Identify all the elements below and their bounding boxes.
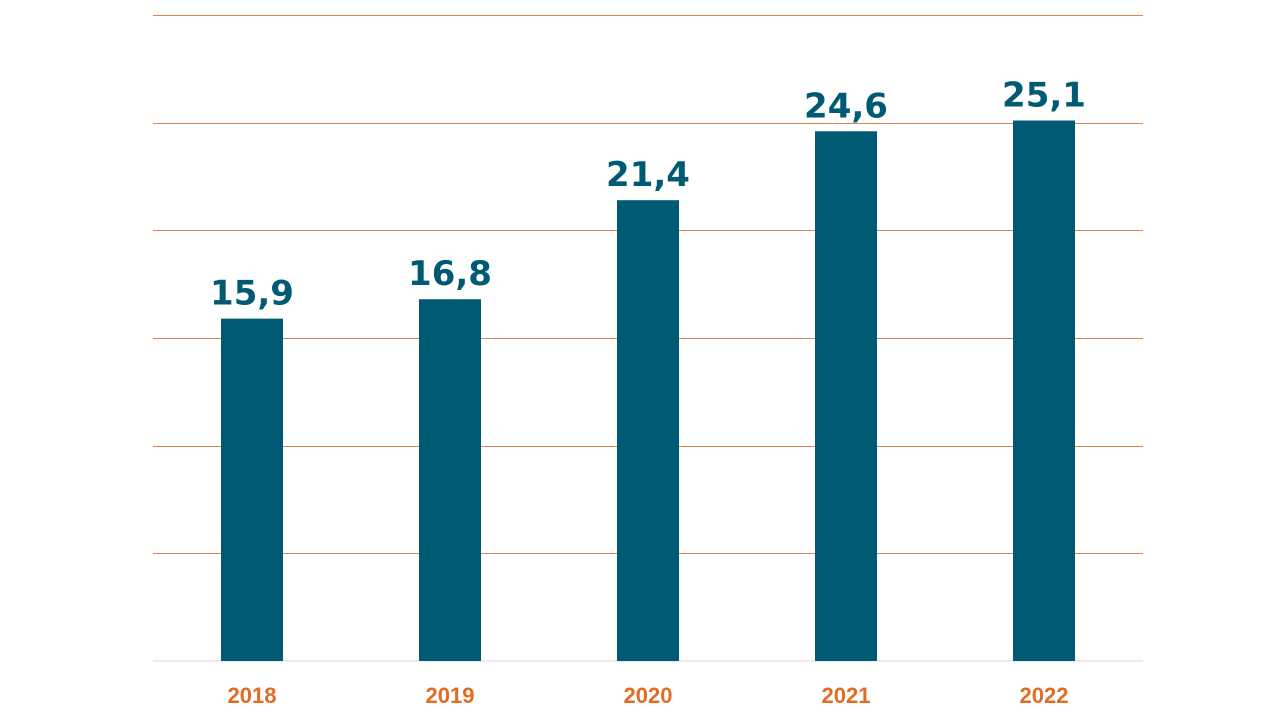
value-label-2018: 15,9: [210, 274, 294, 314]
bars: [221, 120, 1075, 662]
category-label-2022: 2022: [1020, 683, 1069, 708]
value-label-2019: 16,8: [408, 254, 492, 294]
bar-2020: [617, 200, 679, 662]
bar-2021: [815, 131, 877, 661]
bar-2018: [221, 318, 283, 661]
value-label-2020: 21,4: [606, 155, 690, 195]
category-label-2018: 2018: [228, 683, 277, 708]
category-label-2020: 2020: [624, 683, 673, 708]
bar-2022: [1013, 120, 1075, 662]
category-label-2019: 2019: [426, 683, 475, 708]
value-label-2021: 24,6: [804, 86, 888, 126]
value-labels: 15,9 16,8 21,4 24,6 25,1: [210, 76, 1086, 314]
bar-2019: [419, 299, 481, 661]
category-label-2021: 2021: [822, 683, 871, 708]
category-labels: 2018 2019 2020 2021 2022: [228, 683, 1069, 708]
value-label-2022: 25,1: [1002, 76, 1086, 116]
